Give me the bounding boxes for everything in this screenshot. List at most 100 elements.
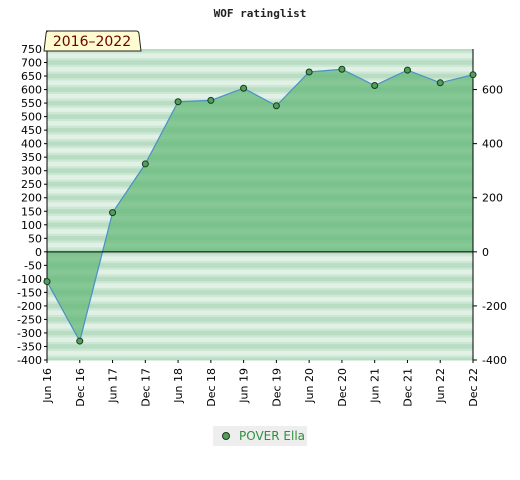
grid-band [47, 82, 473, 86]
y-tick-label-right: -400 [482, 354, 507, 367]
grid-band [47, 323, 473, 327]
y-tick-label-right: -200 [482, 300, 507, 313]
legend-marker [222, 432, 230, 440]
data-point [207, 96, 215, 104]
y-tick-label-left: 450 [21, 124, 42, 137]
data-point [403, 66, 411, 74]
grid-band [47, 303, 473, 307]
grid-band [47, 62, 473, 66]
grid-band [47, 260, 473, 264]
grid-band [47, 278, 473, 282]
badge-text: 2016–2022 [53, 34, 131, 50]
grid-band [47, 285, 473, 289]
grid-band [47, 332, 473, 336]
data-point [272, 102, 280, 110]
grid-band [47, 308, 473, 311]
legend-series-name: POVER Ella [239, 429, 305, 443]
grid-band [47, 341, 473, 345]
grid-band [47, 55, 473, 59]
y-tick-label-left: 650 [21, 70, 42, 83]
grid-band [47, 269, 473, 273]
grid-band [47, 67, 473, 70]
grid-band [47, 91, 473, 95]
grid-band [47, 357, 473, 361]
grid-band [47, 89, 473, 93]
axes: -400-350-300-250-200-150-100-50050100150… [17, 43, 507, 407]
grid-band [47, 87, 473, 91]
y-tick-label-left: -400 [17, 354, 42, 367]
x-tick-label: Dec 20 [336, 368, 349, 407]
grid-band [47, 58, 473, 61]
y-tick-label-left: -150 [17, 286, 42, 299]
grid-band [47, 326, 473, 329]
y-tick-label-left: -250 [17, 313, 42, 326]
grid-band [47, 314, 473, 318]
y-tick-label-left: -350 [17, 340, 42, 353]
grid-band [47, 254, 473, 257]
grid-band [47, 301, 473, 305]
grid-band [47, 251, 473, 255]
grid-band [47, 292, 473, 296]
x-tick-label: Jun 16 [41, 368, 54, 404]
grid-band [47, 276, 473, 280]
data-point [436, 79, 444, 87]
x-tick-label: Dec 21 [401, 368, 414, 407]
x-tick-label: Dec 22 [467, 368, 480, 407]
grid-band [47, 64, 473, 68]
grid-band [47, 312, 473, 316]
grid-band [47, 321, 473, 325]
y-tick-label-left: 250 [21, 178, 42, 191]
y-tick-label-left: 700 [21, 57, 42, 70]
series-markers [43, 65, 477, 345]
y-tick-label-left: 600 [21, 84, 42, 97]
x-tick-label: Jun 20 [303, 368, 316, 404]
grid-band [47, 294, 473, 298]
x-tick-label: Dec 17 [139, 368, 152, 407]
grid-band [47, 263, 473, 266]
grid-band [47, 339, 473, 343]
grid-band [47, 267, 473, 271]
data-point [469, 71, 477, 79]
grid-band [47, 85, 473, 88]
y-tick-label-left: 50 [28, 232, 42, 245]
grid-band [47, 290, 473, 293]
y-tick-label-left: 100 [21, 219, 42, 232]
x-tick-label: Jun 21 [369, 368, 382, 404]
y-tick-label-left: -200 [17, 300, 42, 313]
y-tick-label-left: 200 [21, 192, 42, 205]
grid-band [47, 256, 473, 260]
y-tick-label-right: 200 [482, 192, 503, 205]
grid-band [47, 337, 473, 341]
grid-band [47, 73, 473, 77]
y-tick-label-left: 350 [21, 151, 42, 164]
grid-band [47, 305, 473, 309]
grid-band [47, 258, 473, 262]
grid-band [47, 296, 473, 300]
y-tick-label-left: -50 [24, 259, 42, 272]
y-tick-label-left: 150 [21, 205, 42, 218]
grid-band [47, 71, 473, 75]
grid-band [47, 317, 473, 320]
grid-band [47, 344, 473, 347]
data-point [174, 98, 182, 106]
legend-box [213, 426, 307, 446]
grid-band [47, 94, 473, 97]
grid-band [47, 76, 473, 79]
y-tick-label-left: 750 [21, 43, 42, 56]
y-tick-label-left: 400 [21, 138, 42, 151]
grid-band [47, 355, 473, 359]
data-point [109, 209, 117, 217]
grid-band [47, 78, 473, 82]
grid-band [47, 328, 473, 332]
x-tick-label: Jun 17 [107, 368, 120, 404]
x-tick-label: Dec 16 [74, 368, 87, 407]
data-point [305, 68, 313, 76]
grid-band [47, 299, 473, 302]
badge-box [43, 30, 142, 52]
grid-band [47, 69, 473, 73]
grid-band [47, 80, 473, 84]
grid-band [47, 310, 473, 314]
y-tick-label-left: 500 [21, 111, 42, 124]
grid-band [47, 51, 473, 55]
